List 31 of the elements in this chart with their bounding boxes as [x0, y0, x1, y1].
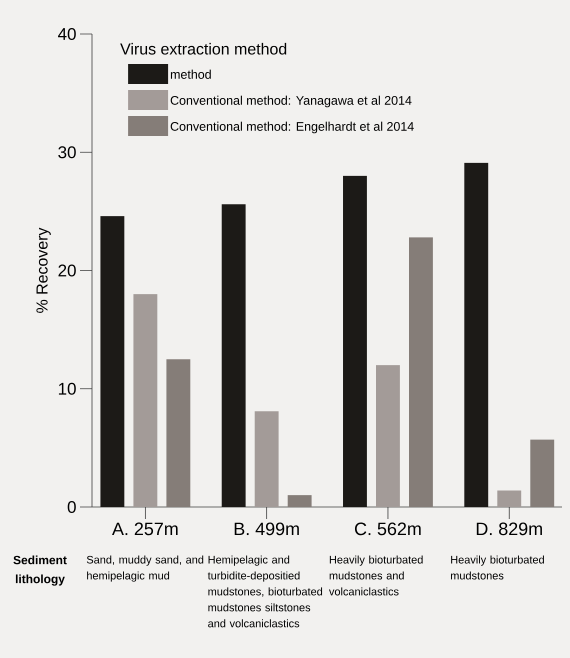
bar	[133, 294, 158, 507]
bar	[343, 176, 367, 507]
bar	[408, 237, 433, 507]
legend-label: method	[170, 70, 211, 79]
text: Sediment lithology	[13, 556, 67, 586]
y-tick-label: 0	[68, 501, 76, 513]
x-tick-label: D. 829m	[476, 522, 542, 536]
y-tick-label: 10	[58, 382, 76, 395]
y-axis-title: % Recovery	[36, 228, 51, 313]
y-tick-label: 20	[58, 264, 76, 276]
text: Hemipelagic and turbidite-depositied mudstones, bioturbated mudstones siltstones and volcaniclastics	[208, 556, 322, 628]
bar	[100, 216, 124, 507]
text: Heavily bioturbated mudstones	[450, 556, 544, 580]
bar	[464, 162, 488, 507]
legend-label: Conventional method: Yanagawa et al 2014	[170, 96, 412, 108]
bar	[254, 411, 279, 507]
legend-label: Conventional method: Engelhardt et al 2014	[170, 122, 414, 134]
bar	[222, 204, 246, 507]
x-tick-label: C. 562m	[354, 522, 421, 536]
y-tick-label: 30	[58, 146, 76, 158]
bar	[288, 495, 312, 507]
legend-title: Virus extraction method	[120, 42, 286, 55]
bar	[166, 359, 190, 507]
x-tick-label: A. 257m	[112, 522, 178, 536]
bar	[497, 490, 522, 507]
bar	[376, 365, 400, 507]
text: Sand, muddy sand, and hemipelagic mud	[86, 556, 204, 582]
bar	[530, 440, 554, 507]
y-tick-label: 40	[58, 28, 76, 40]
x-tick-label: B. 499m	[234, 522, 299, 536]
text: Heavily bioturbated mudstones and volcaniclastics	[328, 556, 423, 596]
